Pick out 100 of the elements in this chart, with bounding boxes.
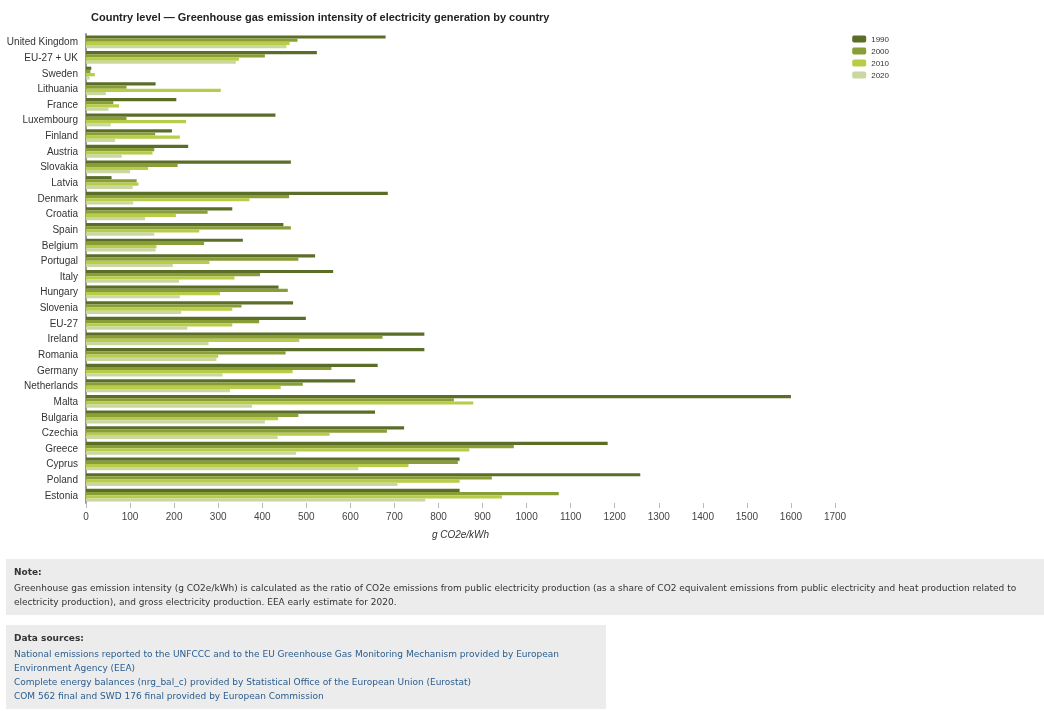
text: Data sources: <box>14 632 85 645</box>
x-tick-label: 0 <box>83 510 90 522</box>
bar <box>86 463 409 468</box>
x-tick-label: 600 <box>342 510 360 522</box>
bar <box>86 176 112 180</box>
bar <box>86 448 470 452</box>
bar <box>86 51 317 55</box>
bar <box>86 232 155 236</box>
y-tick-label: Bulgaria <box>41 411 79 423</box>
y-tick-label: Czechia <box>41 427 79 439</box>
bar <box>86 342 209 346</box>
bar <box>86 304 242 308</box>
bar <box>86 35 386 39</box>
bar <box>86 401 474 405</box>
y-tick-label: Malta <box>53 395 79 407</box>
bar <box>86 467 359 471</box>
bar <box>86 320 260 324</box>
bar <box>86 113 276 117</box>
bar <box>86 488 460 492</box>
x-tick-label: 800 <box>430 510 448 522</box>
y-tick-label: Estonia <box>44 489 79 501</box>
bar <box>86 160 291 164</box>
x-axis-title: g CO2e/kWh <box>431 528 490 540</box>
y-tick-label: Cyprus <box>46 458 78 470</box>
y-tick-label: Ireland <box>47 333 78 345</box>
bar <box>86 285 279 289</box>
bar <box>86 495 502 499</box>
bar <box>86 326 188 330</box>
bar <box>86 191 388 195</box>
y-tick-label: Spain <box>52 223 78 235</box>
bar <box>86 426 405 430</box>
bar <box>86 413 299 418</box>
bar <box>86 123 111 127</box>
bar <box>86 82 156 86</box>
bar <box>86 54 265 58</box>
bar <box>86 166 149 171</box>
bar <box>86 498 426 502</box>
bar <box>86 185 133 189</box>
bar <box>86 370 293 374</box>
bar <box>86 366 332 371</box>
legend-label: 1990 <box>871 34 890 44</box>
bar <box>86 213 176 217</box>
y-tick-label: Germany <box>36 364 78 376</box>
y-tick-label: Croatia <box>45 208 79 220</box>
y-tick-label: Italy <box>59 270 78 282</box>
bar <box>86 269 334 274</box>
bar <box>86 276 235 280</box>
bar <box>86 201 134 205</box>
y-tick-label: United Kingdom <box>6 36 78 48</box>
y-tick-label: Slovakia <box>40 161 79 173</box>
bar <box>86 295 180 299</box>
y-tick-label: Romania <box>37 348 79 360</box>
bar <box>86 216 146 221</box>
bar <box>86 116 127 120</box>
bar <box>86 132 156 136</box>
bar <box>86 323 233 327</box>
bar <box>86 301 294 305</box>
x-tick-label: 900 <box>474 510 492 522</box>
bar <box>86 163 178 167</box>
bar <box>86 429 387 433</box>
bar <box>86 210 208 214</box>
bar <box>86 307 233 311</box>
bar <box>86 417 279 421</box>
y-tick-label: EU-27 <box>49 317 79 329</box>
y-tick-label: Latvia <box>51 177 79 189</box>
bar <box>86 41 290 46</box>
y-tick-label: Austria <box>46 145 79 157</box>
bar <box>86 257 299 261</box>
text: National emissions reported to the UNFCCC and to the EU Greenhouse Gas Monitoring Mechanism provided by European Environment Agency (EEA) <box>14 648 560 675</box>
y-tick-label: Poland <box>46 474 78 486</box>
legend-label: 2010 <box>871 58 890 68</box>
bar <box>86 482 398 486</box>
x-tick-label: 700 <box>386 510 404 522</box>
y-tick-label: Slovenia <box>39 302 79 314</box>
bar <box>86 45 287 49</box>
bar <box>86 398 454 402</box>
bar <box>86 38 298 42</box>
bar <box>86 254 316 258</box>
bar <box>86 104 120 108</box>
bar <box>86 388 231 393</box>
x-tick-label: 1600 <box>779 510 803 522</box>
bar <box>86 363 378 367</box>
bar <box>86 479 460 483</box>
bar <box>86 335 383 339</box>
bar <box>86 91 106 96</box>
x-tick-label: 500 <box>297 510 316 522</box>
bar <box>86 138 116 143</box>
y-tick-label: Lithuania <box>37 83 79 95</box>
bar <box>86 279 179 283</box>
bar <box>86 379 356 383</box>
bar <box>86 207 233 211</box>
y-tick-label: Belgium <box>41 239 78 251</box>
bar <box>86 445 514 449</box>
legend-label: 2000 <box>871 46 890 56</box>
text: Greenhouse gas emission intensity (g CO2e/kWh) is calculated as the ratio of CO2e emissions from public electricity production (as a share of CO2 equivalent emissions from public electricity and heat production related to electricity production), and gross electricity production. EEA early estimate for 2020. <box>14 582 1018 609</box>
bar <box>86 85 127 89</box>
x-tick-label: 1000 <box>515 510 539 522</box>
bar <box>86 119 187 124</box>
bar <box>86 97 177 102</box>
bar <box>86 135 180 139</box>
